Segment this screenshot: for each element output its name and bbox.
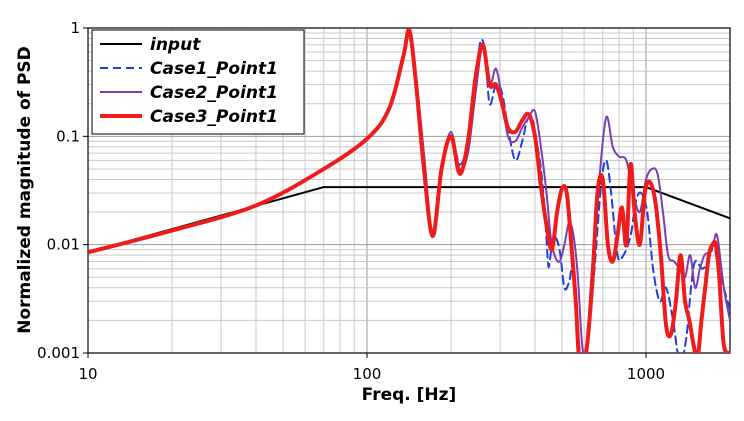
legend-label: input [150,35,201,55]
y-tick-label: 0.001 [37,344,80,362]
x-tick-label: 1000 [627,365,665,383]
y-tick-label: 0.01 [47,236,80,254]
x-axis-ticks: 10 100 1000 [78,353,665,383]
series-line-case3-point1 [88,28,730,353]
x-axis-title: Freq. [Hz] [362,385,457,405]
x-tick-label: 10 [78,365,97,383]
y-tick-label: 1 [70,19,80,37]
y-axis-title: Normalized magnitude of PSD [15,46,35,334]
legend-label: Case1_Point1 [150,59,278,79]
legend: input Case1_Point1 Case2_Point1 Case3_Point… [91,29,305,135]
y-tick-label: 0.1 [56,127,80,145]
series-lines [88,28,730,353]
legend-label: Case3_Point1 [150,107,278,127]
x-tick-label: 100 [353,365,382,383]
legend-label: Case2_Point1 [150,83,278,103]
y-axis-ticks: 0.001 0.01 0.1 1 [37,19,88,362]
